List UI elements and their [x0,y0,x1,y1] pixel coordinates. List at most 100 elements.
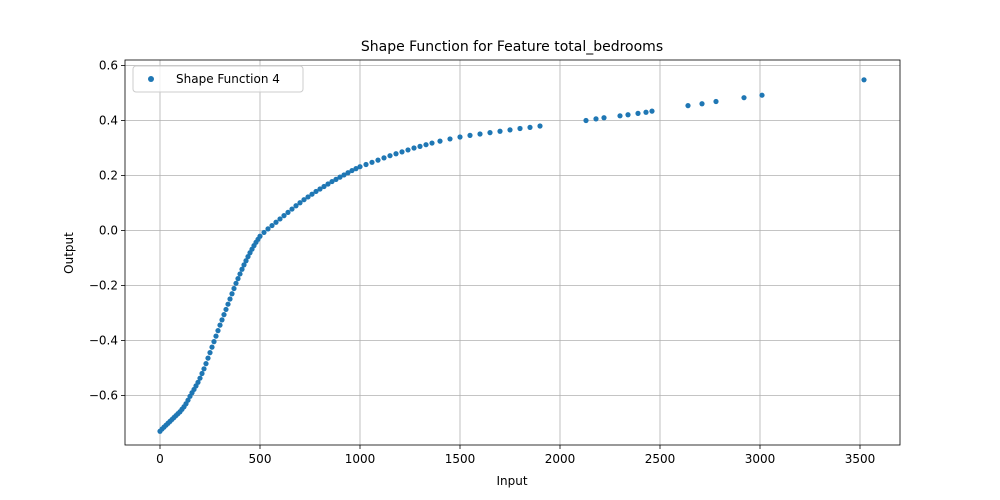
data-point [203,361,209,367]
data-point [369,159,375,165]
data-point [215,328,221,334]
data-point [185,397,191,403]
data-point [209,344,215,350]
data-point [325,181,331,187]
y-tick-label: −0.2 [89,279,118,293]
data-point [429,140,435,146]
data-point [221,312,227,318]
data-point [211,339,217,345]
data-point [341,172,347,178]
plot-background [125,60,900,445]
data-point [219,317,225,323]
data-point [507,127,513,133]
x-tick-label: 3000 [745,452,776,466]
x-tick-label: 0 [156,452,164,466]
data-point [411,145,417,151]
data-point [223,306,229,313]
data-point [245,254,251,260]
data-point [477,131,483,137]
data-point [313,188,319,195]
data-point [375,157,381,163]
data-point [257,233,263,239]
data-point [213,333,219,339]
y-tick-label: 0.2 [99,169,118,183]
data-point [699,101,705,107]
data-points [157,77,867,434]
data-point [199,370,205,377]
data-point [593,116,599,122]
data-point [227,296,233,302]
y-tick-label: 0.4 [99,114,118,128]
x-ticks: 0 500 1000 1500 2000 2500 3000 3500 [156,445,875,466]
x-axis-label: Input [496,474,527,488]
data-point [759,92,765,98]
data-point [685,103,691,109]
data-point [293,203,299,209]
data-point [349,167,355,174]
data-point [235,276,241,282]
data-point [713,98,719,105]
legend-box [132,65,304,93]
data-point [601,115,607,121]
x-tick-label: 500 [249,452,272,466]
data-point [583,117,589,124]
data-point [399,149,405,155]
data-point [229,291,235,297]
data-point [405,147,411,153]
data-point [201,366,207,372]
data-point [195,379,201,385]
legend: Shape Function 4 [132,65,304,93]
data-point [261,229,267,236]
data-point [643,109,649,115]
y-ticks: −0.6 −0.4 −0.2 0.0 0.2 0.4 0.6 [89,59,125,403]
data-point [393,151,399,157]
x-tick-label: 2000 [545,452,576,466]
data-point [277,216,283,222]
data-point [345,170,351,176]
data-point [225,301,231,307]
plot-frame [124,59,901,446]
data-point [861,77,867,83]
grid-lines [125,60,900,445]
data-point [197,375,203,381]
data-point [357,164,363,170]
y-tick-label: −0.6 [89,389,118,403]
data-point [417,143,423,149]
data-point [625,112,631,118]
data-point [423,142,429,148]
data-point [617,113,623,119]
x-tick-label: 3500 [845,452,876,466]
data-point [205,355,211,361]
data-point [301,197,307,203]
data-point [517,125,523,132]
data-point [231,285,237,292]
data-point [237,271,243,277]
data-point [289,206,295,212]
x-tick-label: 2500 [645,452,676,466]
data-point [381,155,387,161]
legend-marker [148,76,154,82]
data-point [329,178,335,185]
x-tick-label: 1500 [445,452,476,466]
data-point [457,134,463,140]
data-point [233,280,239,286]
data-point [309,191,315,197]
data-point [273,219,279,225]
data-point [363,161,369,168]
data-point [487,130,493,136]
y-tick-label: 0.6 [99,59,118,73]
data-point [285,209,291,215]
data-point [497,128,503,134]
y-tick-label: 0.0 [99,224,118,238]
data-point [467,132,473,138]
data-point [437,138,443,144]
data-point [243,258,249,264]
data-point [241,262,247,268]
data-point [333,176,339,182]
data-point [297,200,303,206]
data-point [337,174,343,180]
data-point [217,322,223,328]
data-point [265,226,271,232]
data-point [239,266,245,272]
data-point [269,222,275,229]
